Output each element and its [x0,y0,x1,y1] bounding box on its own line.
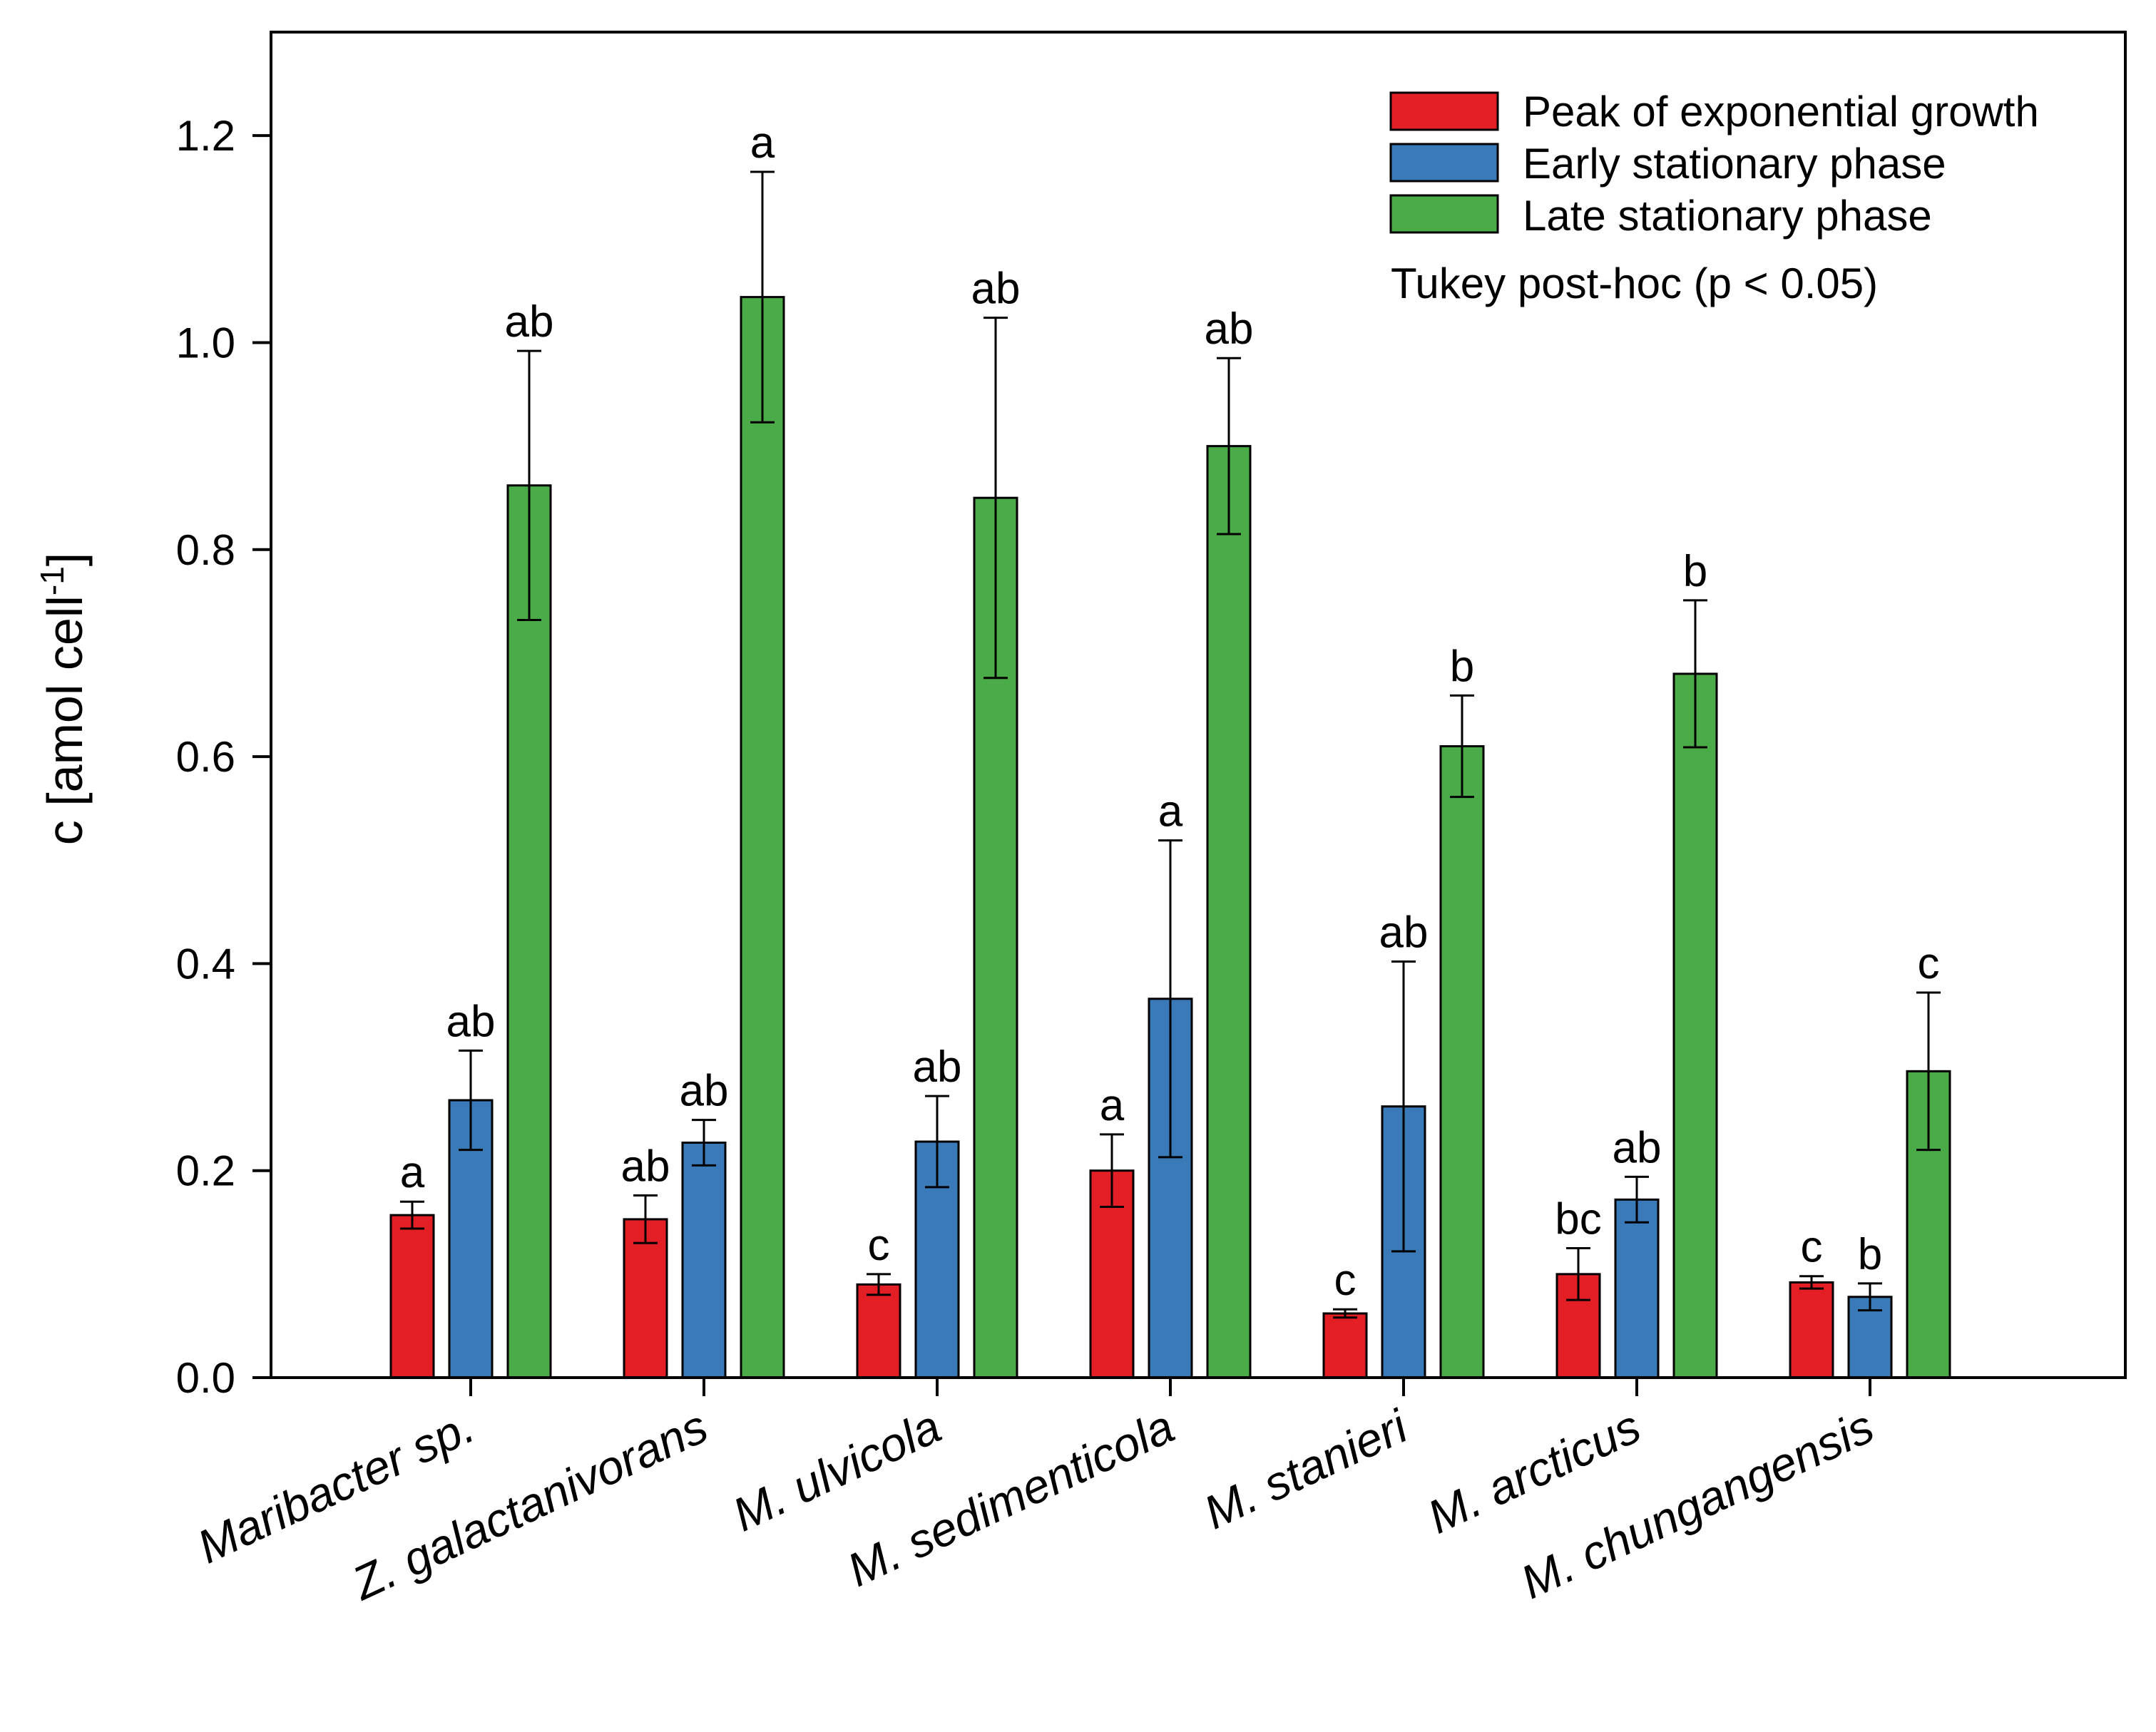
error-bar [1450,694,1474,799]
x-tick-label: M. stanieri [1196,1399,1416,1539]
significance-letter: ab [680,1067,729,1116]
error-bar [867,1273,891,1296]
significance-letter: b [1683,547,1707,596]
y-axis-title-main: c [amol cell [37,595,93,845]
error-bar [692,1119,716,1167]
error-bar [1100,1133,1124,1208]
bar [856,1283,901,1379]
significance-letter: b [1858,1230,1882,1279]
y-tick-label: 0.4 [176,940,235,988]
significance-letter: b [1450,642,1474,691]
plot-frame [270,31,2127,1379]
legend: Peak of exponential growth Early station… [1389,88,2039,307]
error-bar [1799,1275,1824,1290]
significance-letter: ab [446,997,496,1046]
error-bar [517,349,541,621]
significance-letter: c [868,1221,890,1270]
error-bar [1683,599,1707,749]
bar [681,1142,727,1379]
error-bar [1625,1175,1649,1224]
bar [1439,745,1485,1379]
tukey-annotation: Tukey post-hoc (p < 0.05) [1391,260,1878,307]
y-tick-label: 0.2 [176,1147,235,1195]
x-axis: Maribacter sp.Z. galactanivorans M. ulvic… [190,1378,1881,1610]
legend-swatch-late [1389,194,1499,234]
error-bar [1916,991,1941,1152]
significance-letter: ab [1379,908,1429,957]
bar [740,296,785,1379]
legend-label-early: Early stationary phase [1523,140,1946,188]
legend-label-late: Late stationary phase [1523,192,1932,240]
error-bar [1858,1282,1882,1312]
significance-letter: bc [1555,1195,1601,1244]
y-tick-label: 0.6 [176,733,235,781]
bar [1322,1312,1368,1379]
bar [506,484,552,1379]
error-bar [1158,839,1182,1159]
significance-letter: a [750,118,775,168]
error-bar [925,1095,949,1189]
y-axis-title-superscript: -1 [34,566,71,595]
error-bar [400,1200,424,1230]
significance-letter: ab [621,1142,670,1192]
significance-letter: a [1100,1081,1125,1130]
significance-letter: ab [913,1042,962,1092]
significance-letter: c [1918,939,1940,988]
significance-letter: ab [971,265,1021,314]
error-bar [1391,960,1416,1253]
y-tick-label: 1.0 [176,319,235,367]
error-bar [1566,1247,1590,1301]
y-tick-label: 0.0 [176,1354,235,1402]
error-bar [633,1194,658,1244]
y-tick-label: 0.8 [176,526,235,574]
significance-letter: a [1158,787,1183,836]
legend-swatch-early [1389,143,1499,183]
error-bar [750,170,775,424]
error-bars-layer [400,170,1941,1319]
bar [1672,672,1718,1379]
error-bar [1217,357,1241,536]
bar [1789,1281,1834,1379]
bar [1206,445,1252,1379]
error-bar [1333,1308,1357,1319]
significance-letter: ab [1205,304,1254,354]
bars-layer [389,296,1951,1379]
bar [1614,1198,1660,1379]
significance-letter: c [1334,1256,1357,1305]
y-axis: 0.0 0.2 0.4 0.6 0.8 1.0 1.2 [176,112,271,1402]
y-axis-title-end: ] [37,553,93,566]
error-bar [984,317,1008,680]
bar [914,1140,960,1379]
significance-letter: c [1801,1223,1823,1272]
bar [389,1214,435,1379]
significance-letter: ab [1613,1123,1662,1172]
y-axis-title: c [amol cell-1] [34,553,93,845]
significance-letter: a [400,1148,425,1197]
legend-swatch-peak [1389,91,1499,131]
error-bar [459,1049,483,1152]
legend-label-peak: Peak of exponential growth [1523,88,2039,135]
significance-letter: ab [505,297,554,347]
y-tick-label: 1.2 [176,112,235,160]
